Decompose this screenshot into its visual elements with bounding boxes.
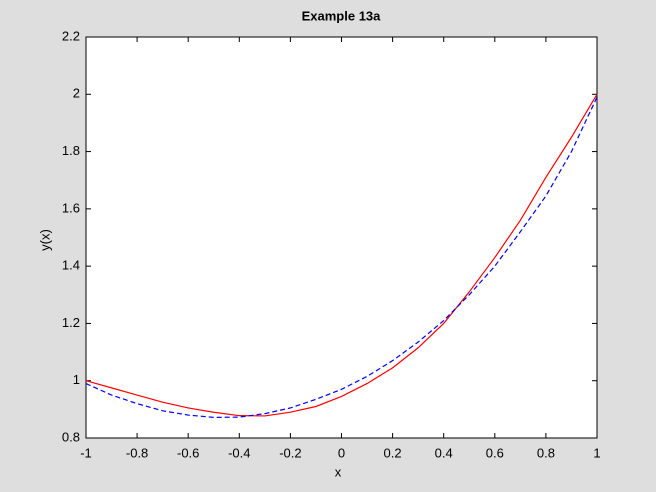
x-tick-label: 0.6 <box>486 445 504 460</box>
y-tick-label: 1.8 <box>62 143 80 158</box>
x-tick-label: -0.6 <box>177 445 199 460</box>
x-axis-label: x <box>335 464 342 479</box>
chart-title: Example 13a <box>302 8 382 23</box>
y-tick-label: 1.2 <box>62 315 80 330</box>
x-tick-label: -0.2 <box>279 445 301 460</box>
x-tick-label: 0.4 <box>435 445 453 460</box>
x-tick-label: -1 <box>80 445 92 460</box>
data-line <box>85 93 598 417</box>
x-tick-label: 1 <box>593 445 600 460</box>
x-tick-label: 0.8 <box>537 445 555 460</box>
x-tick-label: 0 <box>338 445 345 460</box>
y-tick-label: 2 <box>73 86 80 101</box>
y-tick-label: 1.4 <box>62 258 80 273</box>
x-tick-label: 0.2 <box>384 445 402 460</box>
data-line <box>85 96 598 418</box>
y-tick-label: 1 <box>73 372 80 387</box>
y-axis-label: y(x) <box>37 229 52 251</box>
x-tick-label: -0.8 <box>126 445 148 460</box>
y-tick-label: 1.6 <box>62 200 80 215</box>
y-tick-label: 2.2 <box>62 28 80 43</box>
y-tick-label: 0.8 <box>62 429 80 444</box>
plot-area <box>85 36 598 439</box>
x-tick-label: -0.4 <box>228 445 250 460</box>
